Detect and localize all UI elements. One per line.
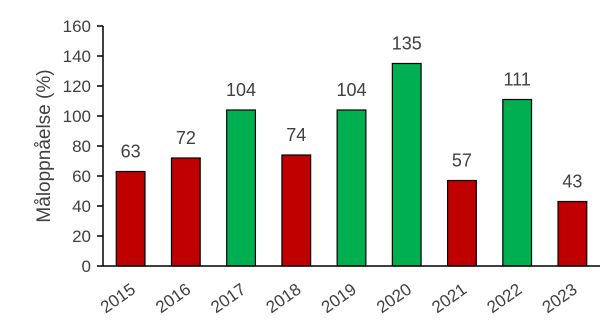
- data-label-2019: 104: [336, 80, 366, 100]
- data-label-2015: 63: [121, 142, 141, 162]
- data-label-2022: 111: [503, 70, 530, 90]
- data-label-2021: 57: [452, 151, 472, 171]
- y-tick-label: 120: [63, 77, 91, 96]
- x-tick-label-2023: 2023: [539, 280, 581, 317]
- data-label-2016: 72: [176, 128, 196, 148]
- data-label-2023: 43: [562, 172, 582, 192]
- y-tick-label: 40: [72, 197, 91, 216]
- x-tick-label-2021: 2021: [428, 280, 470, 317]
- y-axis-label: Måloppnåelse (%): [34, 69, 55, 222]
- x-tick-label-2017: 2017: [207, 280, 249, 317]
- y-tick-label: 80: [72, 137, 91, 156]
- x-axis: 2015 2016 2017 2018 2019 2020 2021 2022 2023: [97, 266, 600, 317]
- y-tick-label: 100: [63, 107, 91, 126]
- x-tick-label-2016: 2016: [152, 280, 194, 317]
- data-label-2020: 135: [392, 34, 422, 54]
- bar-2023: [558, 202, 587, 267]
- y-axis: 0 20 40 60 80 100 120 140 160: [63, 17, 103, 276]
- x-tick-label-2015: 2015: [97, 280, 139, 317]
- y-tick-label: 20: [72, 227, 91, 246]
- data-label-2018: 74: [286, 125, 306, 145]
- x-tick-label-2018: 2018: [263, 280, 305, 317]
- bar-2015: [116, 172, 145, 267]
- x-tick-label-2019: 2019: [318, 280, 360, 317]
- bar-2016: [171, 158, 200, 266]
- y-tick-label: 140: [63, 47, 91, 66]
- x-tick-label-2022: 2022: [484, 280, 526, 317]
- y-tick-label: 60: [72, 167, 91, 186]
- y-tick-label: 160: [63, 17, 91, 36]
- data-label-2017: 104: [226, 80, 256, 100]
- x-tick-label-2020: 2020: [373, 280, 415, 317]
- bar-2019: [337, 110, 366, 266]
- bar-2022: [503, 100, 532, 267]
- bar-2017: [227, 110, 256, 266]
- bar-2018: [282, 155, 311, 266]
- bar-2021: [448, 181, 477, 267]
- y-tick-label: 0: [82, 257, 91, 276]
- bar-2020: [392, 64, 421, 267]
